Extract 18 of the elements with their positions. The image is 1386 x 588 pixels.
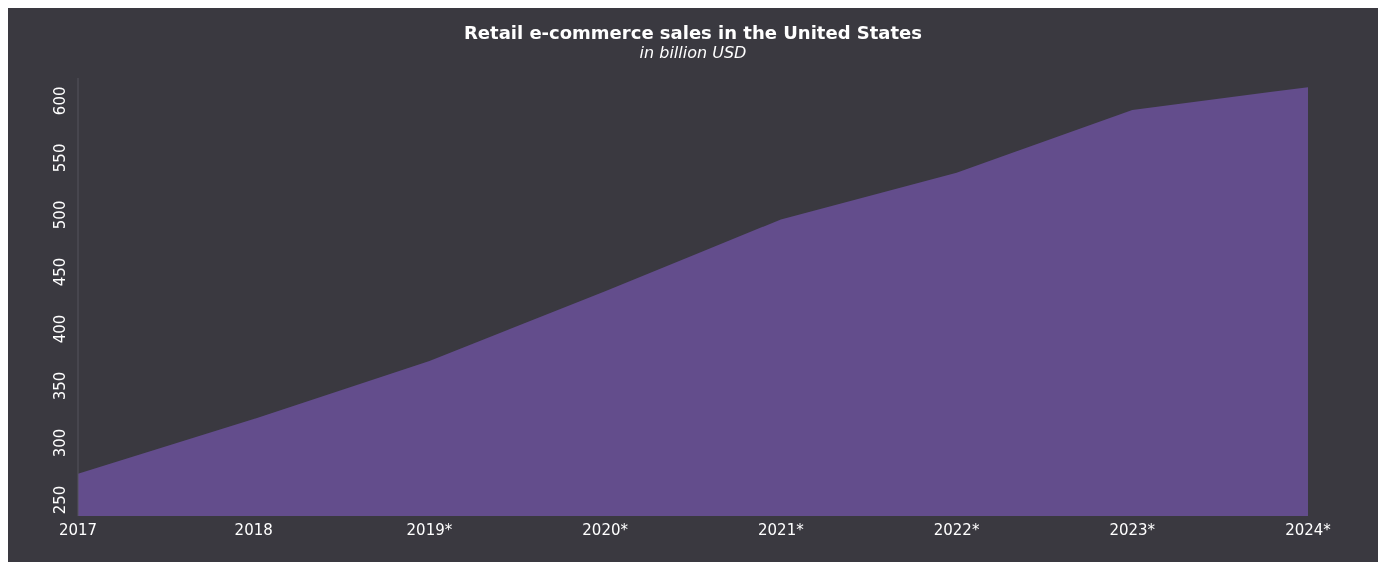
y-tick-label: 250 <box>51 485 69 515</box>
x-tick-label: 2020* <box>582 520 629 539</box>
x-tick-label: 2022* <box>933 520 980 539</box>
x-tick-label: 2023* <box>1109 520 1156 539</box>
y-tick-label: 550 <box>51 143 69 173</box>
x-tick-label: 2019* <box>406 520 453 539</box>
y-tick-label: 400 <box>51 314 69 344</box>
y-tick-label: 500 <box>51 200 69 230</box>
x-tick-label: 2021* <box>758 520 805 539</box>
chart-subtitle: in billion USD <box>638 43 748 62</box>
chart-title: Retail e-commerce sales in the United States <box>462 22 924 43</box>
y-tick-label: 600 <box>51 86 69 116</box>
y-tick-label: 300 <box>51 428 69 458</box>
y-tick-label: 450 <box>51 257 69 287</box>
x-tick-label: 2017 <box>58 520 98 539</box>
y-tick-label: 350 <box>51 371 69 401</box>
x-tick-label: 2018 <box>234 520 273 539</box>
x-tick-label: 2024* <box>1285 520 1332 539</box>
